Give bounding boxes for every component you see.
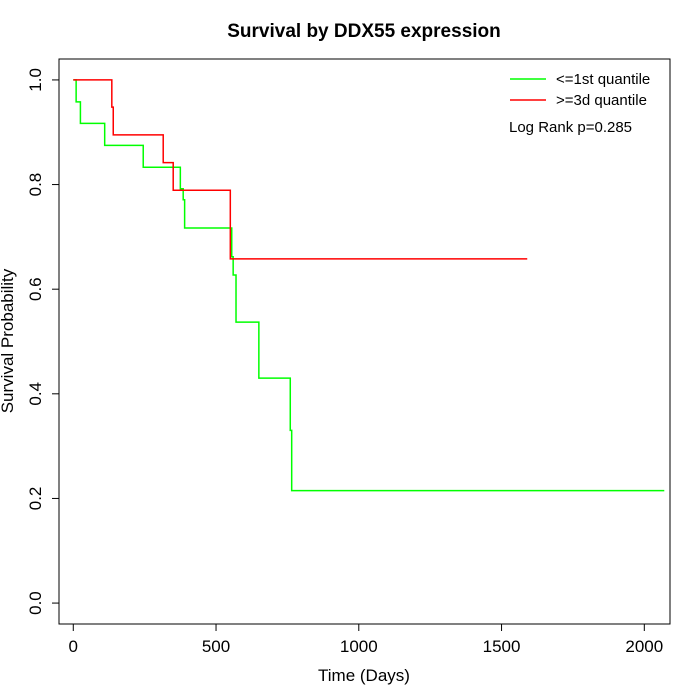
legend-label-low: <=1st quantile [556,71,650,88]
series-layer [73,79,665,492]
legend-label-high: >=3d quantile [556,92,647,109]
legend: <=1st quantile >=3d quantile [510,71,650,109]
log-rank-annotation: Log Rank p=0.285 [509,119,632,136]
x-axis-label: Time (Days) [318,666,410,685]
x-tick-label: 0 [69,637,78,656]
y-tick-label: 0.6 [26,277,45,301]
y-tick-label: 0.0 [26,591,45,615]
x-tick-label: 2000 [625,637,663,656]
x-tick-label: 1500 [483,637,521,656]
plot-frame [58,58,671,625]
x-axis: 0 500 1000 1500 2000 [69,624,663,656]
y-tick-label: 1.0 [26,68,45,92]
x-tick-label: 1000 [340,637,378,656]
y-axis-label: Survival Probability [0,268,17,413]
x-tick-label: 500 [202,637,230,656]
series-line-0 [73,79,665,492]
y-tick-label: 0.2 [26,487,45,511]
chart-title: Survival by DDX55 expression [227,21,501,42]
series-line-1 [73,79,528,260]
y-axis: 0.0 0.2 0.4 0.6 0.8 1.0 [26,68,59,615]
y-tick-label: 0.4 [26,382,45,406]
y-tick-label: 0.8 [26,173,45,197]
